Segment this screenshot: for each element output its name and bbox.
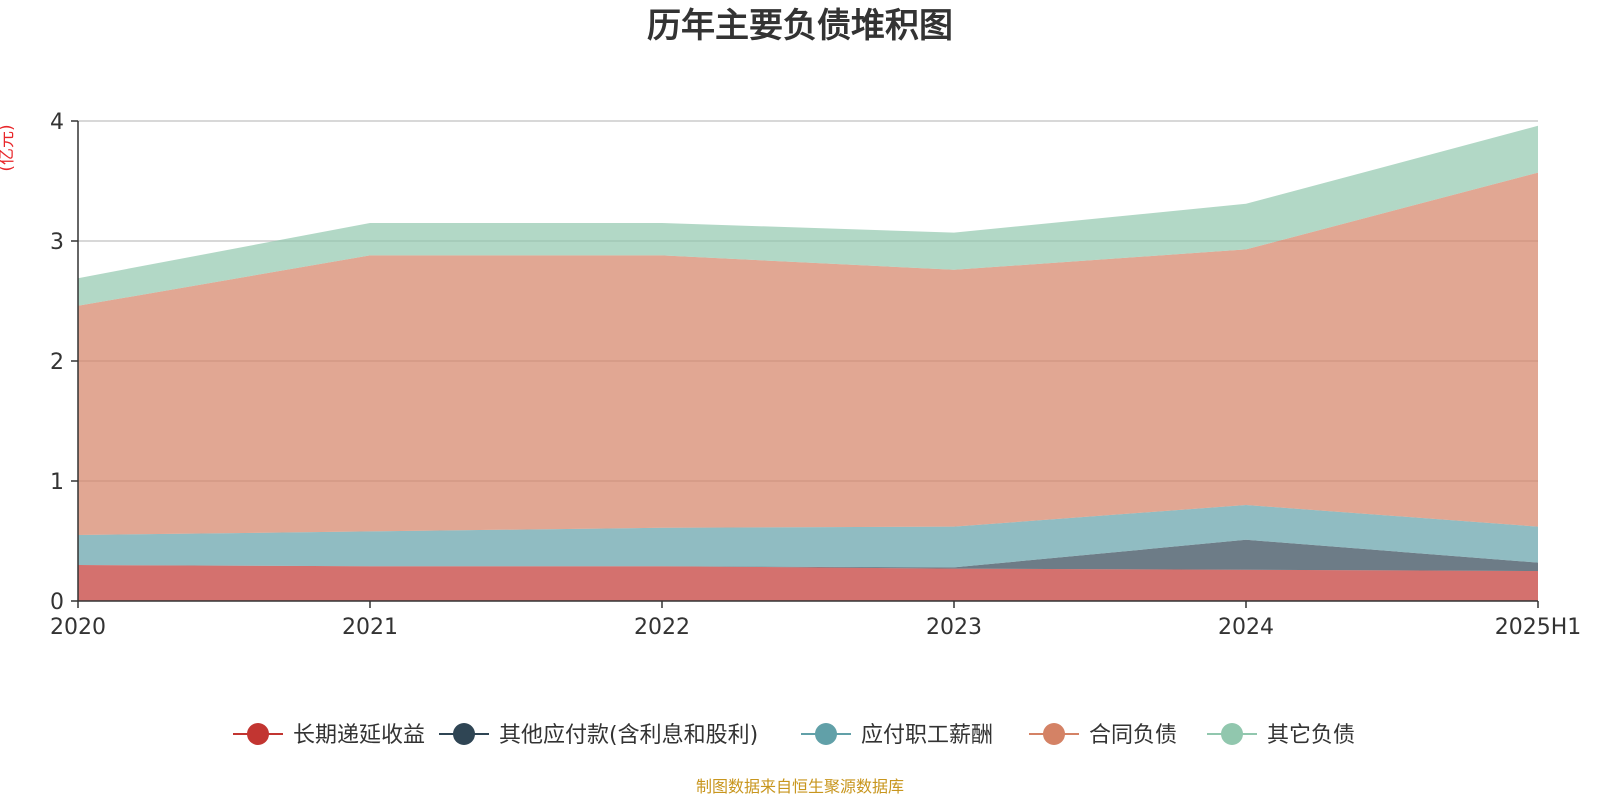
area-series-2 [78, 505, 1538, 568]
x-tick-label: 2022 [634, 615, 690, 640]
legend-label: 其他应付款(含利息和股利) [499, 723, 758, 748]
area-series-0 [78, 565, 1538, 601]
axis-layer: 0 1 2 3 4 2020 2021 2022 2023 2024 2025H1 [50, 110, 1581, 640]
legend-item-2[interactable]: 应付职工薪酬 [801, 723, 993, 748]
x-tick-label: 2020 [50, 615, 106, 640]
legend-marker [815, 723, 837, 745]
area-series-3 [78, 172, 1538, 535]
legend[interactable]: 长期递延收益 其他应付款(含利息和股利) 应付职工薪酬 合同负债 其它负债 [233, 723, 1355, 748]
y-tick-label: 0 [50, 590, 64, 615]
x-tick-label: 2024 [1218, 615, 1274, 640]
chart-title: 历年主要负债堆积图 [647, 6, 953, 46]
legend-marker [1221, 723, 1243, 745]
area-series-1 [78, 539, 1538, 571]
legend-item-4[interactable]: 其它负债 [1207, 723, 1355, 748]
y-tick-label: 2 [50, 350, 64, 375]
x-tick-label: 2025H1 [1495, 615, 1582, 640]
x-tick-label: 2023 [926, 615, 982, 640]
legend-label: 合同负债 [1089, 723, 1177, 748]
legend-item-0[interactable]: 长期递延收益 [233, 723, 425, 748]
legend-marker [247, 723, 269, 745]
legend-item-1[interactable]: 其他应付款(含利息和股利) [439, 723, 758, 748]
unit-label: (亿元) [0, 124, 17, 171]
y-tick-label: 3 [50, 230, 64, 255]
legend-label: 其它负债 [1267, 723, 1355, 748]
legend-marker [453, 723, 475, 745]
source-note: 制图数据来自恒生聚源数据库 [696, 777, 904, 796]
area-series-4 [78, 125, 1538, 306]
legend-marker [1043, 723, 1065, 745]
legend-item-3[interactable]: 合同负债 [1029, 723, 1177, 748]
legend-label: 长期递延收益 [293, 723, 425, 748]
area-layer [78, 125, 1538, 601]
legend-label: 应付职工薪酬 [861, 723, 993, 748]
y-tick-label: 4 [50, 110, 64, 135]
y-tick-label: 1 [50, 470, 64, 495]
x-tick-label: 2021 [342, 615, 398, 640]
